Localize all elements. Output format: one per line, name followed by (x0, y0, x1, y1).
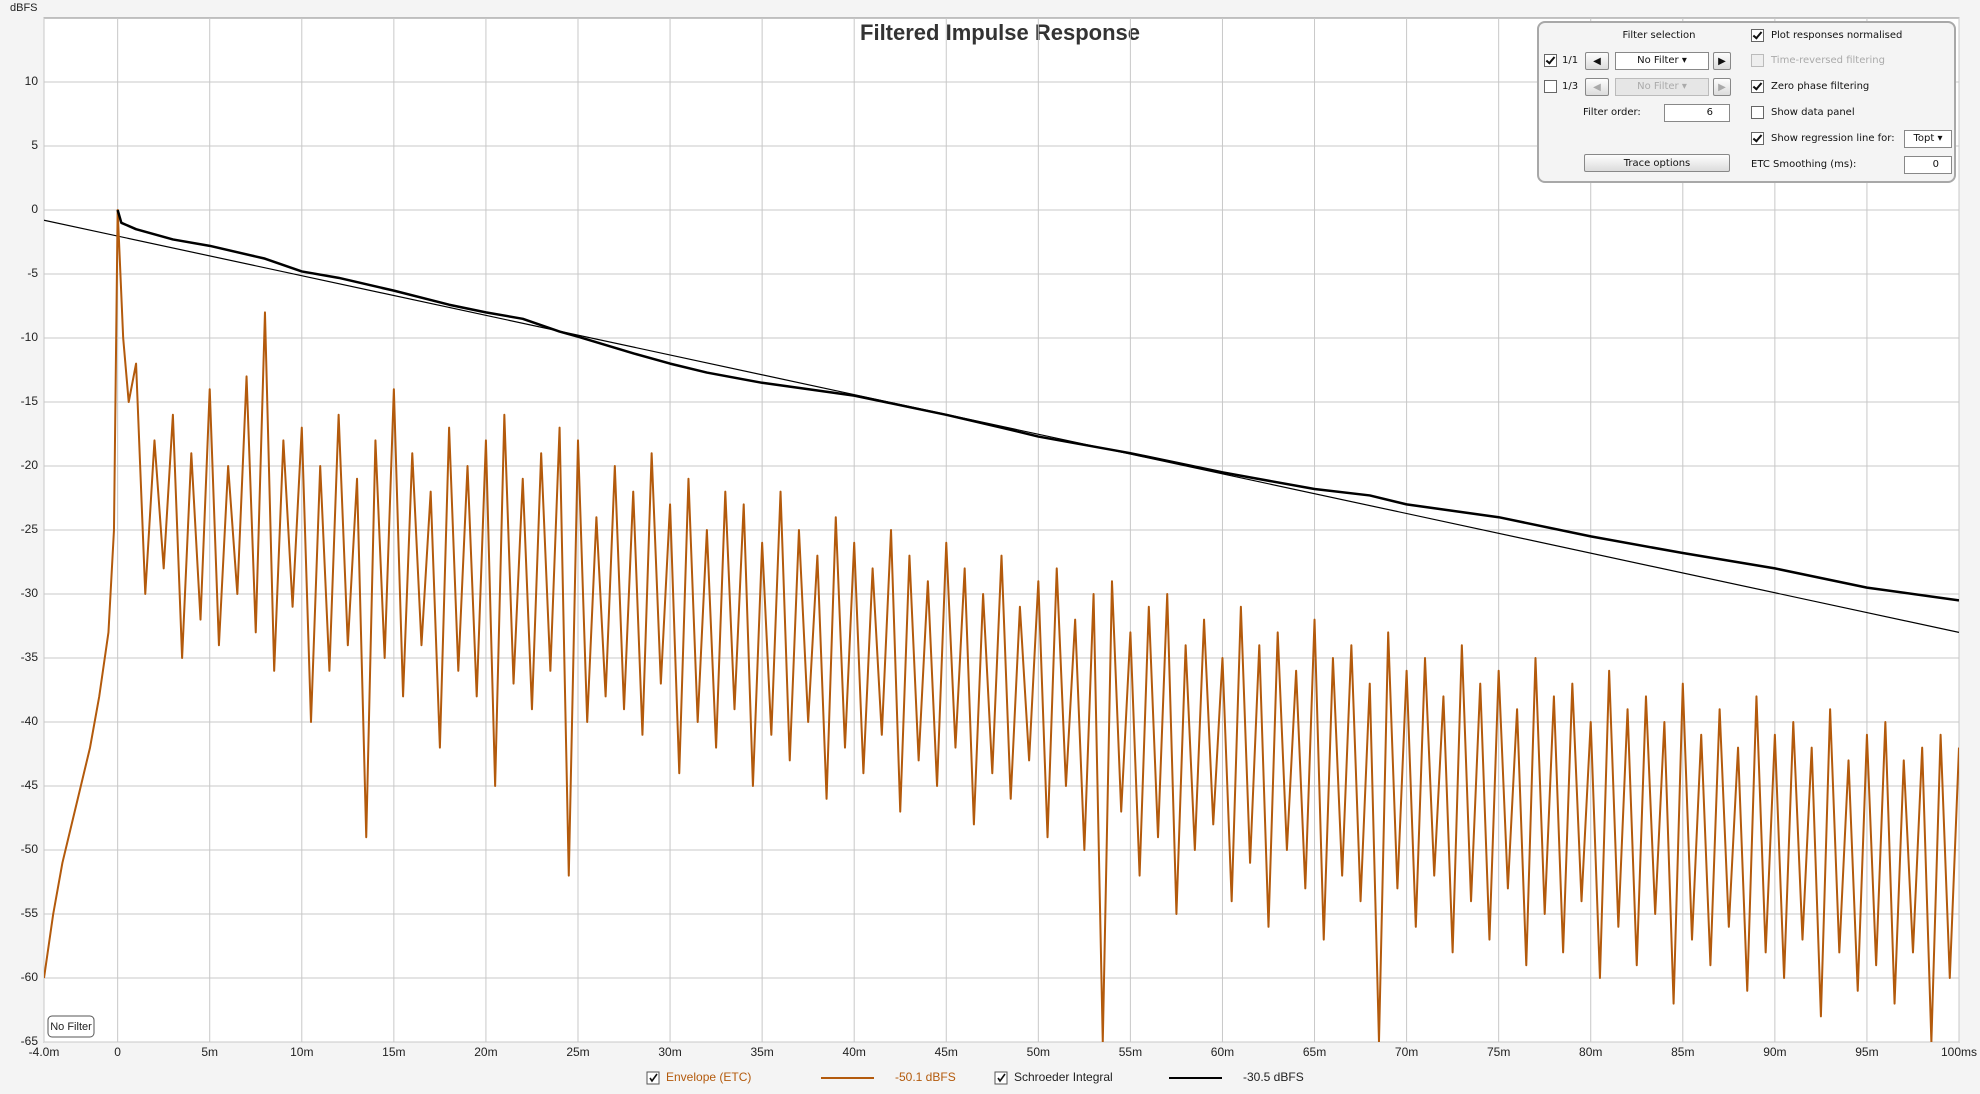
y-tick-label: -20 (21, 458, 39, 472)
x-tick-label: 65m (1303, 1045, 1326, 1059)
filter-order-input[interactable]: 6 (1664, 104, 1730, 122)
x-tick-label: 35m (750, 1045, 773, 1059)
checkbox[interactable] (1751, 29, 1764, 42)
legend-value: -50.1 dBFS (895, 1070, 956, 1084)
panel-heading: Filter selection (1622, 30, 1696, 41)
regression-dropdown[interactable]: Topt ▾ (1904, 130, 1952, 148)
x-tick-label: 55m (1119, 1045, 1142, 1059)
checkbox[interactable] (1544, 80, 1557, 93)
y-tick-label: -50 (21, 842, 39, 856)
y-tick-label: -60 (21, 970, 39, 984)
y-tick-label: -25 (21, 522, 39, 536)
legend-label: Schroeder Integral (1014, 1070, 1113, 1084)
checkbox[interactable] (1544, 54, 1557, 67)
option-label: Plot responses normalised (1771, 30, 1903, 41)
next-button: ▶ (1713, 78, 1731, 96)
x-tick-label: 25m (566, 1045, 589, 1059)
y-tick-label: -35 (21, 650, 39, 664)
x-tick-label: 70m (1395, 1045, 1418, 1059)
x-tick-label: -4.0m (29, 1045, 60, 1059)
option-label: Time-reversed filtering (1771, 55, 1885, 66)
x-tick-label: 15m (382, 1045, 405, 1059)
series-line (44, 209, 1959, 1042)
next-button[interactable]: ▶ (1713, 52, 1731, 70)
legend-check (649, 1073, 658, 1083)
x-tick-label: 90m (1763, 1045, 1786, 1059)
row-label: 1/1 (1562, 55, 1579, 66)
x-tick-label: 50m (1027, 1045, 1050, 1059)
x-tick-label: 5m (201, 1045, 218, 1059)
dropdown-text: No Filter (1637, 81, 1679, 92)
y-tick-label: 0 (31, 202, 38, 216)
y-tick-label: -30 (21, 586, 39, 600)
x-tick-label: 75m (1487, 1045, 1510, 1059)
prev-button[interactable]: ◀ (1585, 52, 1609, 70)
control-panel: Filter selection 1/1 ◀ No Filter ▾ ▶ 1/3… (1537, 21, 1956, 183)
y-axis-label: dBFS (10, 2, 38, 14)
x-tick-label: 85m (1671, 1045, 1694, 1059)
legend-check (997, 1073, 1006, 1083)
dropdown-text: No Filter (1637, 55, 1679, 66)
option-label: Zero phase filtering (1771, 81, 1870, 92)
legend-checkbox (994, 1071, 1008, 1085)
smoothing-value: 0 (1932, 159, 1939, 170)
filter-label-box (47, 1015, 95, 1038)
x-tick-label: 20m (474, 1045, 497, 1059)
checkbox[interactable] (1751, 80, 1764, 93)
smoothing-label: ETC Smoothing (ms): (1751, 159, 1857, 170)
trace-options-button[interactable]: Trace options (1584, 154, 1730, 172)
y-tick-label: -15 (21, 394, 39, 408)
y-tick-label: 10 (25, 74, 39, 88)
legend-label: Envelope (ETC) (666, 1070, 751, 1084)
x-tick-label: 30m (658, 1045, 681, 1059)
y-tick-label: 5 (31, 138, 38, 152)
x-tick-label: 60m (1211, 1045, 1234, 1059)
y-tick-label: -10 (21, 330, 39, 344)
option-label: Show regression line for: (1771, 133, 1895, 144)
x-tick-label: 95m (1855, 1045, 1878, 1059)
smoothing-input[interactable]: 0 (1904, 156, 1952, 174)
x-tick-label: 10m (290, 1045, 313, 1059)
filter-order-value: 6 (1706, 107, 1713, 118)
y-tick-label: -45 (21, 778, 39, 792)
series-line (116, 209, 1959, 602)
checkbox[interactable] (1751, 132, 1764, 145)
legend-value: -30.5 dBFS (1243, 1070, 1304, 1084)
y-tick-label: -65 (21, 1034, 39, 1048)
filter-order-label: Filter order: (1583, 107, 1641, 118)
x-tick-label: 40m (843, 1045, 866, 1059)
x-tick-label: 45m (935, 1045, 958, 1059)
button-text: Trace options (1623, 158, 1691, 169)
row-label: 1/3 (1562, 81, 1579, 92)
y-tick-label: -40 (21, 714, 39, 728)
filter-label: No Filter (50, 1021, 92, 1033)
filter-dropdown[interactable]: No Filter ▾ (1615, 52, 1709, 70)
legend: Envelope (ETC) -50.1 dBFS Schroeder Integr… (646, 1070, 1304, 1085)
x-tick-label: 0 (114, 1045, 121, 1059)
checkbox[interactable] (1751, 106, 1764, 119)
prev-button: ◀ (1585, 78, 1609, 96)
plot-marks (44, 209, 1959, 1042)
checkbox (1751, 54, 1764, 67)
legend-checkbox (646, 1071, 660, 1085)
y-tick-label: -55 (21, 906, 39, 920)
option-label: Show data panel (1771, 107, 1855, 118)
x-tick-label: 80m (1579, 1045, 1602, 1059)
filter-dropdown: No Filter ▾ (1615, 78, 1709, 96)
x-tick-label: 100ms (1941, 1045, 1977, 1059)
dropdown-text: Topt (1913, 133, 1935, 144)
chart-title: Filtered Impulse Response (860, 20, 1140, 45)
y-tick-label: -5 (27, 266, 38, 280)
